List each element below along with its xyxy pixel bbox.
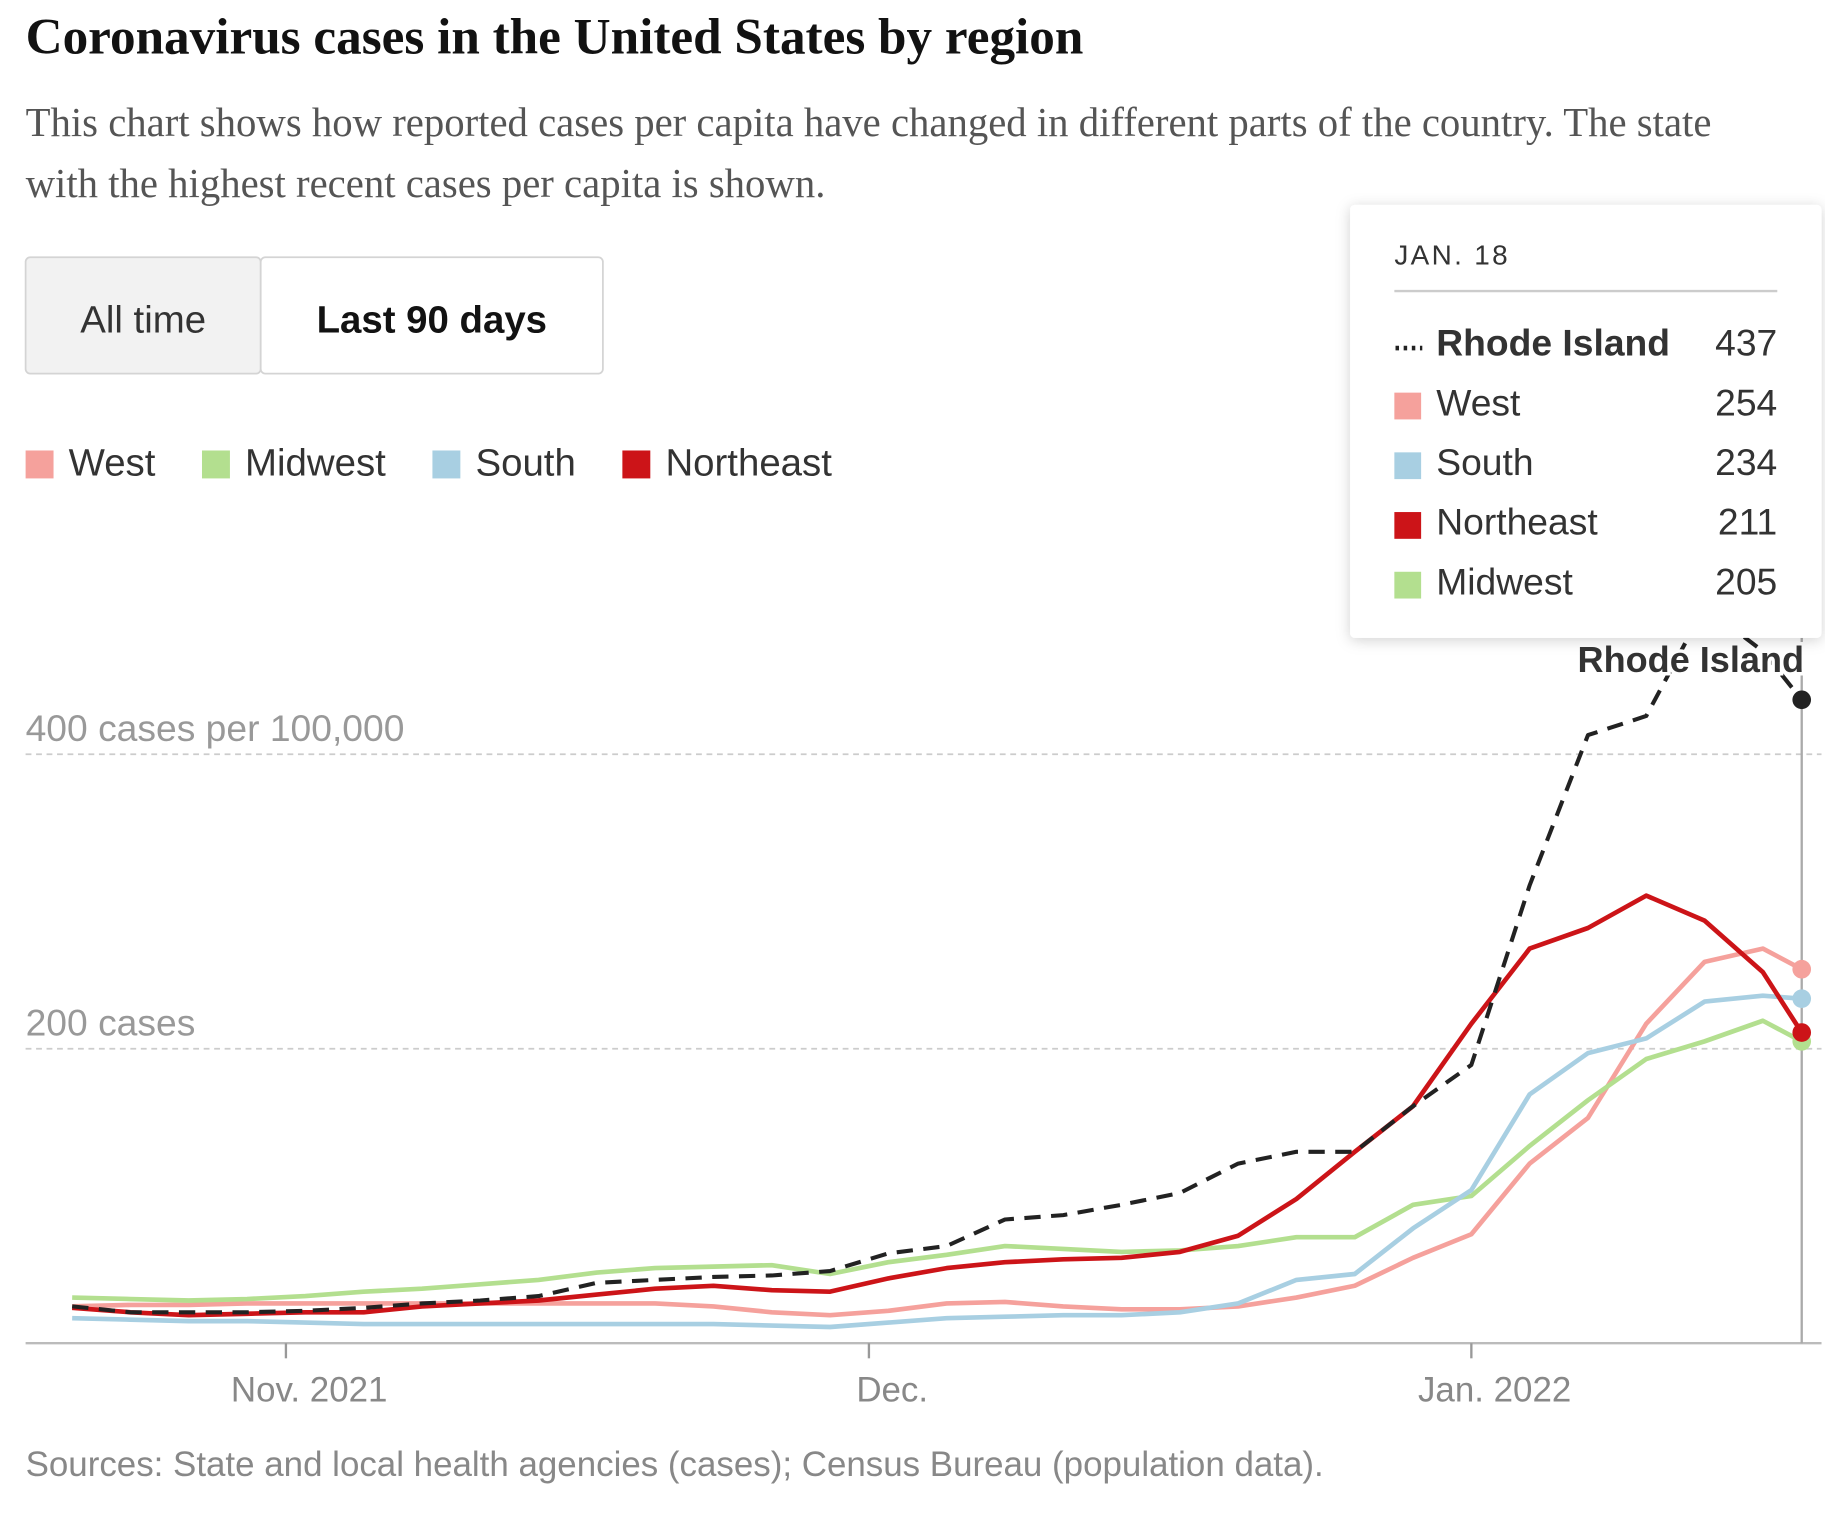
tooltip-swatch <box>1394 452 1422 480</box>
series-line <box>72 946 1803 1318</box>
tooltip-date: JAN. 18 <box>1394 240 1510 271</box>
button[interactable] <box>259 256 604 375</box>
y-tick-label: 400 cases per 100,000 <box>26 707 405 749</box>
legend-label: West <box>69 442 156 485</box>
x-tick-label: Jan. 2022 <box>1418 1370 1571 1409</box>
tooltip-name: Northeast <box>1436 501 1598 543</box>
legend-label: South <box>475 442 575 485</box>
tooltip-value: 254 <box>1715 381 1777 423</box>
legend-swatch <box>622 450 651 479</box>
button-label[interactable]: All time <box>80 299 206 342</box>
series-annotation: Rhode Island <box>1578 639 1805 680</box>
series-line <box>71 604 1804 1315</box>
tooltip-name: South <box>1436 441 1533 483</box>
tooltip-swatch <box>1394 392 1422 420</box>
tooltip-swatch <box>1394 512 1422 539</box>
title: Coronavirus cases in the United States b… <box>26 9 1084 66</box>
tooltip-name: Midwest <box>1436 560 1573 602</box>
series-line <box>71 893 1804 1318</box>
end-dot <box>1792 989 1812 1008</box>
y-tick-label: 200 cases <box>26 1001 196 1043</box>
tooltip-swatch <box>1394 571 1422 599</box>
series-line <box>72 993 1802 1330</box>
legend-label: Midwest <box>245 442 386 485</box>
legend-label: Northeast <box>665 442 832 485</box>
plot: 200 cases 400 cases per 100,000 Nov. 2021 D… <box>25 442 1822 1409</box>
subtitle: This chart shows how reported cases per … <box>25 100 1712 207</box>
end-dot <box>1792 959 1812 979</box>
tooltip-box <box>1350 204 1822 638</box>
tooltip-value: 211 <box>1718 501 1777 543</box>
series-line <box>72 1018 1803 1303</box>
tooltip-name: West <box>1436 381 1521 423</box>
legend-swatch <box>25 450 54 479</box>
tooltip-value: 234 <box>1715 441 1777 483</box>
tooltip: JAN. 18 Rhode Island 437 West 254 South 234 No… <box>1350 204 1822 638</box>
x-tick-label: Dec. <box>856 1370 928 1409</box>
end-dot <box>1792 690 1812 710</box>
subtitle-box: This chart shows how reported cases per … <box>25 100 1712 207</box>
source: Sources: State and local health agencies… <box>26 1445 1324 1484</box>
legend-swatch <box>432 450 461 479</box>
x-tick-label: Nov. 2021 <box>231 1370 388 1409</box>
legend-swatch <box>201 450 230 479</box>
tooltip-value: 437 <box>1715 322 1777 364</box>
end-dot <box>1792 1023 1812 1042</box>
tooltip-name: Rhode Island <box>1436 322 1670 364</box>
tooltip-value: 205 <box>1715 560 1777 602</box>
button-label[interactable]: Last 90 days <box>317 299 547 342</box>
